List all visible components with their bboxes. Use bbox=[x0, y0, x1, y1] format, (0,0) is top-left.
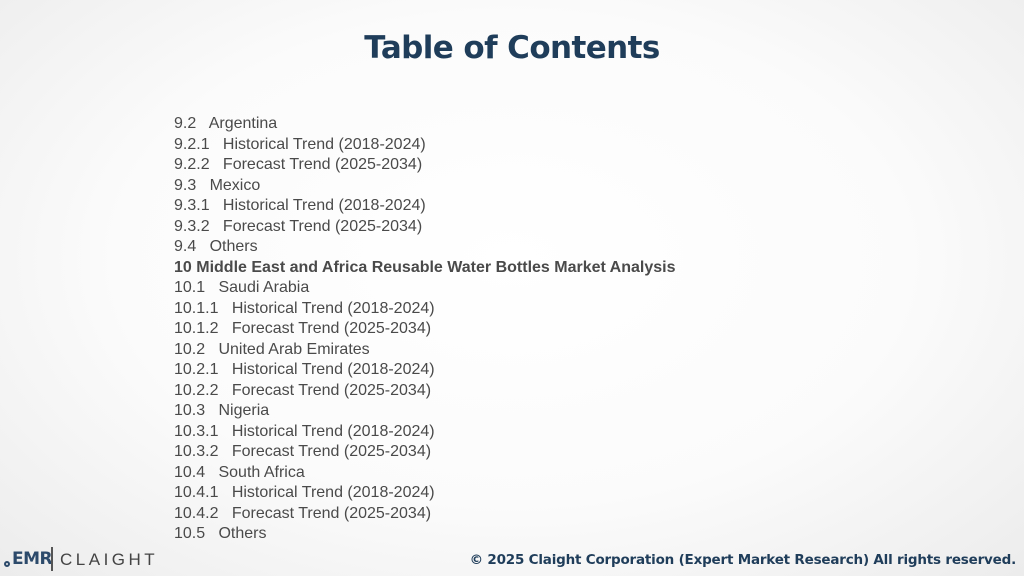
toc-item: 10.5 Others bbox=[174, 525, 267, 542]
toc-item: 9.2 Argentina bbox=[174, 115, 278, 132]
toc-item: 10.1.2 Forecast Trend (2025-2034) bbox=[174, 320, 432, 337]
logo-emr-text: EMR bbox=[12, 549, 53, 569]
toc-item: 10.4.1 Historical Trend (2018-2024) bbox=[174, 484, 435, 501]
toc-item: 10.3.2 Forecast Trend (2025-2034) bbox=[174, 443, 432, 460]
footer-copyright: © 2025 Claight Corporation (Expert Marke… bbox=[469, 552, 1017, 568]
company-logo: EMR CLAIGHT bbox=[4, 545, 174, 575]
toc-item: 10.1.1 Historical Trend (2018-2024) bbox=[174, 299, 435, 317]
logo-dot-icon bbox=[4, 561, 10, 567]
toc-section-heading: 10 Middle East and Africa Reusable Water… bbox=[174, 258, 676, 276]
toc-item: 9.2.1 Historical Trend (2018-2024) bbox=[174, 135, 426, 153]
page-title: Table of Contents bbox=[364, 30, 660, 66]
toc-item: 10.4 South Africa bbox=[174, 463, 305, 481]
toc-item: 9.3.2 Forecast Trend (2025-2034) bbox=[174, 217, 423, 235]
toc-item: 10.2 United Arab Emirates bbox=[174, 340, 370, 358]
toc-item: 10.3 Nigeria bbox=[174, 402, 270, 419]
toc-item: 10.1 Saudi Arabia bbox=[174, 279, 310, 296]
toc-list: 9.2 Argentina 9.2.1 Historical Trend (20… bbox=[174, 114, 676, 545]
toc-item: 9.2.2 Forecast Trend (2025-2034) bbox=[174, 156, 423, 173]
logo-divider bbox=[51, 547, 53, 571]
toc-item: 10.2.2 Forecast Trend (2025-2034) bbox=[174, 381, 432, 399]
toc-item: 10.2.1 Historical Trend (2018-2024) bbox=[174, 361, 435, 378]
toc-item: 10.4.2 Forecast Trend (2025-2034) bbox=[174, 504, 432, 522]
logo-claight-text: CLAIGHT bbox=[60, 550, 159, 569]
toc-item: 9.3 Mexico bbox=[174, 176, 261, 194]
toc-item: 10.3.1 Historical Trend (2018-2024) bbox=[174, 422, 435, 440]
toc-item: 9.3.1 Historical Trend (2018-2024) bbox=[174, 197, 426, 214]
toc-item: 9.4 Others bbox=[174, 238, 258, 255]
